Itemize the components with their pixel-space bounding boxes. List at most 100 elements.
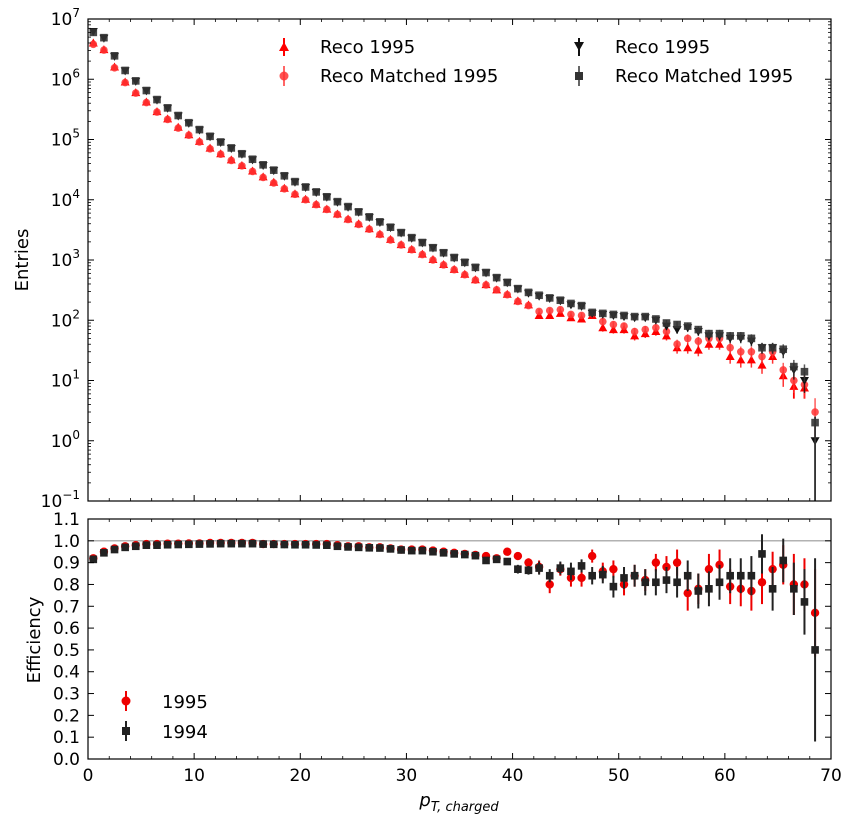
top-ytick-label: 107 [51,6,80,30]
top-point-series-3 [588,308,596,317]
bottom-point-1994 [736,571,745,580]
top-point-series-0 [736,355,746,364]
legend-label: Reco Matched 1995 [615,66,793,87]
top-point-series-0 [757,360,767,369]
top-point-series-1 [811,408,819,416]
top-point-series-1 [100,46,108,54]
top-ytick-label: 103 [51,247,80,271]
top-point-series-1 [216,150,225,159]
bottom-point-1994 [524,566,533,575]
top-point-series-1 [333,210,342,219]
legend-label: Reco 1995 [615,37,710,58]
bottom-point-1994 [662,576,671,584]
top-point-series-1 [620,322,628,330]
bottom-point-1994 [131,542,140,551]
x-axis-label: pT, charged [418,790,499,815]
top-point-series-1 [450,265,458,274]
top-point-series-1 [280,184,289,193]
circle-marker-icon [279,71,289,81]
top-point-series-3 [556,296,565,305]
top-point-series-3 [535,291,543,300]
bottom-point-1994 [89,555,98,564]
top-point-series-3 [333,197,342,206]
x-axis-label-main: p [418,790,430,811]
bottom-point-1994 [386,545,395,553]
bottom-point-1994 [545,571,554,580]
legend-entry-reco-1995-black: Reco 1995 [574,37,710,58]
bottom-point-1994 [673,578,681,587]
bottom-point-1994 [280,540,289,549]
bottom-point-1994 [705,585,713,593]
top-point-series-1 [206,145,214,153]
bottom-ytick-label: 1.1 [53,510,80,530]
top-point-series-1 [407,245,416,254]
top-point-series-1 [662,327,671,336]
top-point-series-3 [291,177,299,186]
bottom-point-1994 [429,547,437,556]
bottom-point-1994 [779,556,788,565]
bottom-point-1994 [567,567,575,576]
bottom-xtick-label: 40 [502,766,524,786]
top-point-series-3 [110,52,119,60]
bottom-point-1994 [216,539,225,548]
bottom-point-1994 [577,562,586,570]
top-point-series-1 [514,297,522,306]
top-ytick-label: 104 [51,187,80,211]
top-point-series-3 [524,288,533,297]
top-data-points [88,28,820,501]
top-point-series-3 [779,345,788,354]
top-point-series-3 [386,223,395,232]
top-panel: 10−1 100 101 102 103 104 105 106 107 Entries Rec… [12,6,832,512]
top-point-series-3 [365,213,374,221]
top-point-series-1 [397,241,405,249]
top-point-series-1 [758,352,766,361]
top-ytick-label: 105 [51,127,80,151]
top-point-series-1 [163,115,172,124]
bottom-point-1994 [694,587,703,595]
top-point-series-3 [630,312,639,321]
top-point-series-0 [725,352,735,361]
top-point-series-3 [705,329,713,338]
top-point-series-3 [89,28,98,37]
bottom-point-1994 [556,564,565,572]
top-point-series-3 [736,332,745,340]
top-ytick-labels: 10−1 100 101 102 103 104 105 106 107 [41,6,80,512]
top-point-series-1 [301,195,310,204]
bottom-point-1994 [758,550,766,558]
bottom-ytick-label: 0.6 [53,619,80,639]
top-point-series-3 [216,138,225,146]
bottom-point-1994 [238,539,246,548]
top-point-series-0 [746,355,756,364]
bottom-point-1994 [344,543,352,551]
bottom-point-1995 [672,558,682,567]
top-point-series-3 [280,171,289,180]
bottom-point-1994 [174,540,183,549]
legend-entry-reco-matched-1995-red: Reco Matched 1995 [279,66,498,87]
top-point-series-1 [471,276,480,284]
top-point-series-3 [683,322,692,330]
top-ticks [87,18,832,502]
top-point-series-1 [726,343,734,352]
top-point-series-3 [800,367,809,376]
top-point-series-3 [259,161,267,169]
bottom-point-1995 [503,547,512,556]
top-point-series-1 [354,220,363,229]
bottom-ytick-label: 0.8 [53,575,80,595]
top-point-series-3 [503,278,512,287]
top-point-series-0 [608,325,618,334]
top-point-series-3 [163,104,172,112]
bottom-point-1994 [227,539,236,548]
bottom-ticks [87,518,832,760]
bottom-point-1995 [545,580,554,589]
top-point-series-3 [248,155,257,164]
top-point-series-1 [492,286,501,294]
bottom-ytick-label: 0.4 [53,663,80,683]
top-point-series-3 [545,294,554,302]
top-y-axis-label: Entries [12,229,33,292]
top-point-series-3 [269,166,278,174]
bottom-ytick-label: 0.1 [53,728,80,748]
top-ytick-label: 101 [51,368,80,392]
top-point-series-1 [535,307,543,316]
